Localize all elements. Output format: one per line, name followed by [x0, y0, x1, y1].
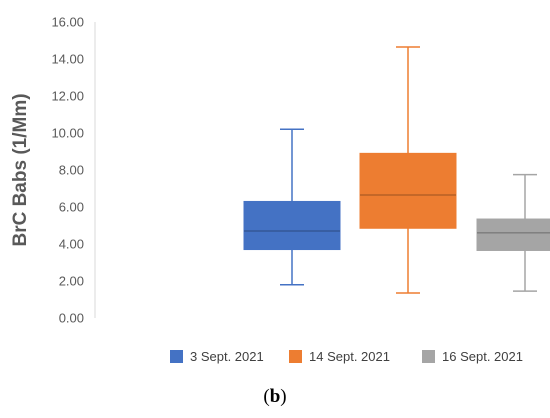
y-axis: 0.00 2.00 4.00 6.00 8.00 10.00 12.00 14.00 16.00 — [51, 15, 96, 326]
legend-item: 16 Sept. 2021 — [422, 349, 523, 364]
box-series — [476, 173, 550, 292]
y-tick-label: 10.00 — [51, 126, 84, 141]
box-iqr — [359, 152, 457, 229]
box-iqr — [243, 200, 341, 251]
panel-label: (b) — [263, 386, 287, 407]
y-tick-label: 2.00 — [59, 274, 84, 289]
y-tick-label: 12.00 — [51, 89, 84, 104]
legend-item: 3 Sept. 2021 — [170, 349, 264, 364]
y-tick-label: 16.00 — [51, 15, 84, 30]
y-tick-label: 6.00 — [59, 200, 84, 215]
box-series — [359, 46, 457, 294]
box-series — [243, 128, 341, 286]
legend-swatch — [289, 350, 302, 363]
legend-label: 16 Sept. 2021 — [442, 349, 523, 364]
legend-swatch — [422, 350, 435, 363]
panel-letter: b — [269, 386, 281, 407]
box-group — [243, 46, 550, 294]
y-tick-label: 4.00 — [59, 237, 84, 252]
legend-label: 14 Sept. 2021 — [309, 349, 390, 364]
y-axis-title: BrC Babs (1/Mm) — [10, 93, 31, 246]
y-tick-label: 0.00 — [59, 311, 84, 326]
legend-item: 14 Sept. 2021 — [289, 349, 390, 364]
legend-swatch — [170, 350, 183, 363]
legend: 3 Sept. 2021 14 Sept. 2021 16 Sept. 2021 — [170, 349, 523, 364]
y-tick-label: 14.00 — [51, 52, 84, 67]
box-iqr — [476, 218, 550, 251]
legend-label: 3 Sept. 2021 — [190, 349, 264, 364]
boxplot-chart: 0.00 2.00 4.00 6.00 8.00 10.00 12.00 14.00 16.00… — [10, 15, 550, 364]
y-tick-label: 8.00 — [59, 163, 84, 178]
